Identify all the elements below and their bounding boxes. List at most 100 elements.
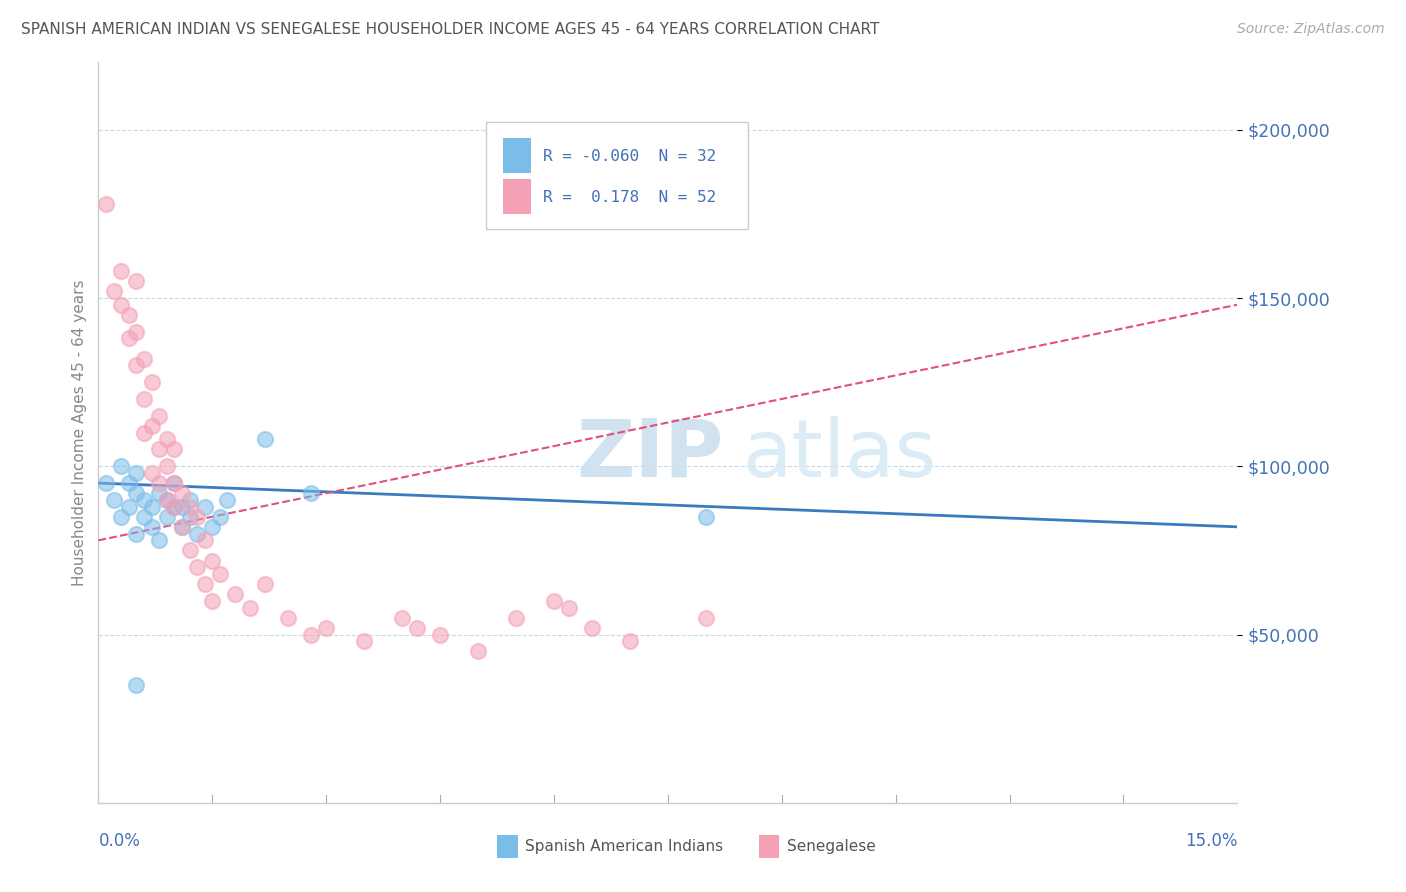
Point: [201, 594, 224, 608]
Point: [217, 492, 239, 507]
Point: [125, 274, 148, 288]
FancyBboxPatch shape: [485, 121, 748, 229]
Point: [125, 486, 148, 500]
Point: [163, 476, 186, 491]
Text: atlas: atlas: [742, 416, 936, 494]
FancyBboxPatch shape: [498, 835, 517, 858]
Point: [429, 627, 451, 641]
Point: [315, 621, 337, 635]
Point: [141, 418, 163, 433]
Point: [170, 500, 193, 514]
Point: [125, 325, 148, 339]
Point: [156, 509, 179, 524]
Point: [141, 375, 163, 389]
Point: [156, 492, 179, 507]
Point: [132, 492, 155, 507]
Point: [186, 509, 208, 524]
FancyBboxPatch shape: [759, 835, 779, 858]
Point: [156, 459, 179, 474]
Y-axis label: Householder Income Ages 45 - 64 years: Householder Income Ages 45 - 64 years: [72, 279, 87, 586]
Point: [467, 644, 489, 658]
Point: [94, 196, 117, 211]
Point: [148, 409, 170, 423]
Point: [148, 442, 170, 457]
Text: SPANISH AMERICAN INDIAN VS SENEGALESE HOUSEHOLDER INCOME AGES 45 - 64 YEARS CORR: SPANISH AMERICAN INDIAN VS SENEGALESE HO…: [21, 22, 880, 37]
Point: [156, 433, 179, 447]
Point: [179, 543, 201, 558]
Point: [110, 509, 132, 524]
Point: [118, 500, 141, 514]
Point: [254, 433, 277, 447]
Point: [201, 520, 224, 534]
Point: [125, 526, 148, 541]
FancyBboxPatch shape: [503, 178, 531, 214]
Point: [505, 610, 527, 624]
Point: [186, 560, 208, 574]
Text: ZIP: ZIP: [576, 416, 724, 494]
Point: [118, 476, 141, 491]
Point: [619, 634, 641, 648]
Point: [148, 533, 170, 548]
Point: [148, 486, 170, 500]
Point: [94, 476, 117, 491]
Point: [170, 520, 193, 534]
Text: Spanish American Indians: Spanish American Indians: [526, 839, 724, 854]
Point: [103, 285, 125, 299]
Point: [170, 520, 193, 534]
Point: [163, 476, 186, 491]
Point: [299, 486, 322, 500]
FancyBboxPatch shape: [503, 138, 531, 173]
Point: [581, 621, 603, 635]
Point: [110, 264, 132, 278]
Text: 15.0%: 15.0%: [1185, 832, 1237, 850]
Point: [543, 594, 565, 608]
Point: [558, 600, 581, 615]
Point: [132, 392, 155, 406]
Point: [254, 577, 277, 591]
Point: [239, 600, 262, 615]
Point: [118, 331, 141, 345]
Point: [163, 442, 186, 457]
Point: [132, 509, 155, 524]
Point: [179, 500, 201, 514]
Point: [208, 566, 231, 581]
Point: [194, 533, 217, 548]
Text: R = -0.060  N = 32: R = -0.060 N = 32: [543, 149, 716, 164]
Point: [695, 610, 717, 624]
Point: [208, 509, 231, 524]
Point: [103, 492, 125, 507]
Point: [148, 476, 170, 491]
Point: [277, 610, 299, 624]
Point: [299, 627, 322, 641]
Text: 0.0%: 0.0%: [98, 832, 141, 850]
Point: [201, 553, 224, 567]
Point: [125, 678, 148, 692]
Point: [110, 298, 132, 312]
Point: [163, 500, 186, 514]
Point: [194, 577, 217, 591]
Text: R =  0.178  N = 52: R = 0.178 N = 52: [543, 190, 716, 204]
Point: [194, 500, 217, 514]
Point: [353, 634, 375, 648]
Point: [132, 351, 155, 366]
Point: [179, 492, 201, 507]
Point: [163, 500, 186, 514]
Point: [141, 520, 163, 534]
Point: [132, 425, 155, 440]
Point: [141, 500, 163, 514]
Point: [156, 492, 179, 507]
Point: [141, 466, 163, 480]
Point: [125, 359, 148, 373]
Point: [695, 509, 717, 524]
Point: [118, 308, 141, 322]
Text: Senegalese: Senegalese: [787, 839, 876, 854]
Text: Source: ZipAtlas.com: Source: ZipAtlas.com: [1237, 22, 1385, 37]
Point: [125, 466, 148, 480]
Point: [170, 486, 193, 500]
Point: [406, 621, 429, 635]
Point: [391, 610, 413, 624]
Point: [224, 587, 246, 601]
Point: [179, 509, 201, 524]
Point: [110, 459, 132, 474]
Point: [186, 526, 208, 541]
